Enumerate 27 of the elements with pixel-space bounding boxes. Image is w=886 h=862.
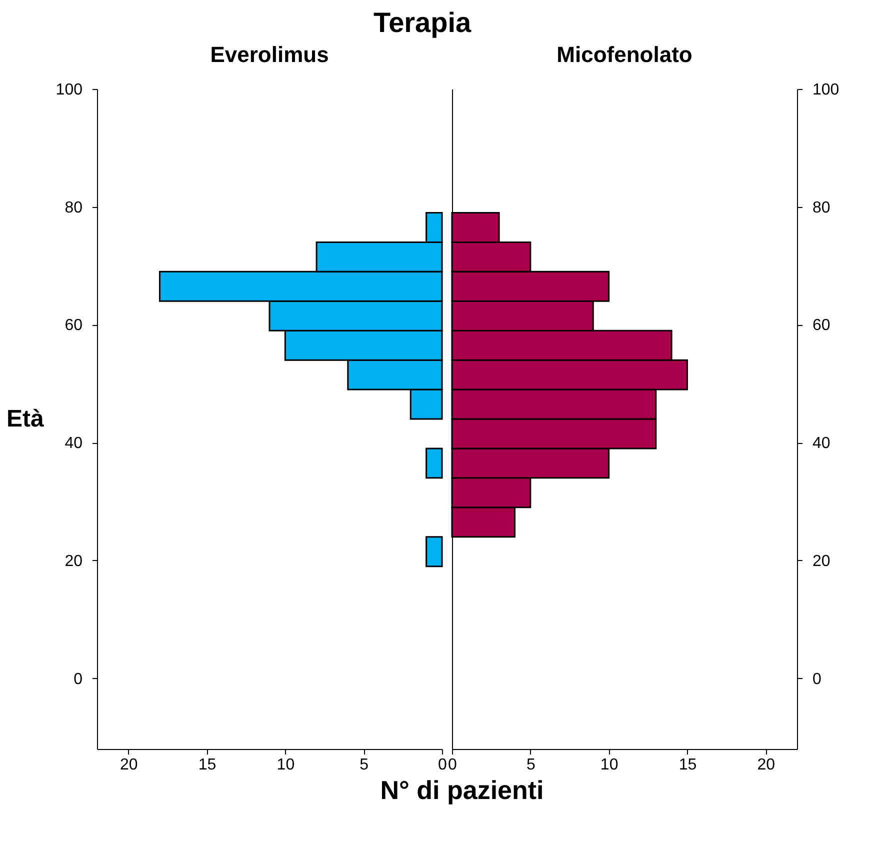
- x-tick-label: 20: [120, 756, 138, 774]
- x-tick-label: 0: [438, 756, 448, 774]
- y-tick-label: 40: [812, 435, 830, 452]
- chart-subtitle: Everolimus: [210, 42, 329, 67]
- y-tick-label: 40: [64, 435, 83, 452]
- y-tick-label: 20: [812, 552, 830, 570]
- y-tick-label: 60: [812, 317, 830, 334]
- y-tick-label: 80: [64, 199, 83, 216]
- chart-subtitle: Micofenolato: [556, 42, 692, 67]
- y-tick-label: 0: [812, 670, 822, 688]
- x-axis-title: N° di pazienti: [380, 775, 544, 805]
- x-tick-label: 0: [448, 756, 458, 774]
- y-tick-label: 80: [812, 199, 830, 216]
- y-tick-label: 60: [64, 317, 83, 334]
- x-tick-label: 15: [198, 756, 216, 774]
- x-tick-label: 10: [276, 756, 295, 774]
- chart-title: Terapia: [374, 7, 472, 38]
- x-tick-label: 20: [757, 756, 776, 774]
- x-tick-label: 10: [600, 756, 618, 774]
- y-axis-title: Età: [6, 406, 44, 432]
- y-tick-label: 100: [56, 82, 83, 98]
- y-tick-label: 0: [74, 670, 83, 688]
- x-tick-label: 5: [360, 756, 369, 774]
- y-tick-label: 20: [64, 552, 83, 570]
- x-tick-label: 5: [526, 756, 536, 774]
- x-tick-label: 15: [678, 756, 697, 774]
- y-tick-label: 100: [812, 82, 840, 98]
